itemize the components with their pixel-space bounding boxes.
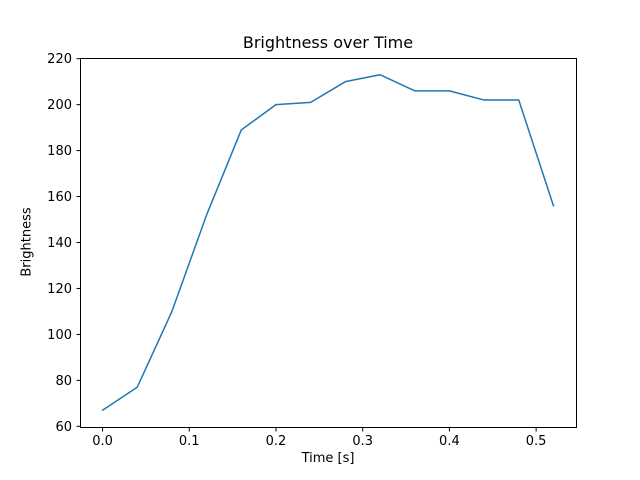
plot-border <box>80 58 577 428</box>
y-tick-label: 140 <box>47 236 72 251</box>
x-tick-label: 0.2 <box>266 434 287 449</box>
x-tick-label: 0.5 <box>526 434 547 449</box>
x-tick-label: 0.1 <box>179 434 200 449</box>
x-axis-label: Time [s] <box>301 451 355 466</box>
y-tick-label: 220 <box>47 52 72 67</box>
x-tick-label: 0.0 <box>92 434 113 449</box>
y-tick-label: 200 <box>47 98 72 113</box>
brightness-line <box>101 74 555 411</box>
y-tick-label: 120 <box>47 282 72 297</box>
y-tick-label: 180 <box>47 144 72 159</box>
y-tick-label: 80 <box>55 374 72 389</box>
chart-title: Brightness over Time <box>242 33 414 52</box>
y-axis-label: Brightness <box>19 207 35 277</box>
y-tick-label: 60 <box>55 420 72 435</box>
x-tick-label: 0.4 <box>439 434 460 449</box>
y-tick-label: 100 <box>47 328 72 343</box>
x-tick-label: 0.3 <box>352 434 373 449</box>
y-tick-label: 160 <box>47 190 72 205</box>
